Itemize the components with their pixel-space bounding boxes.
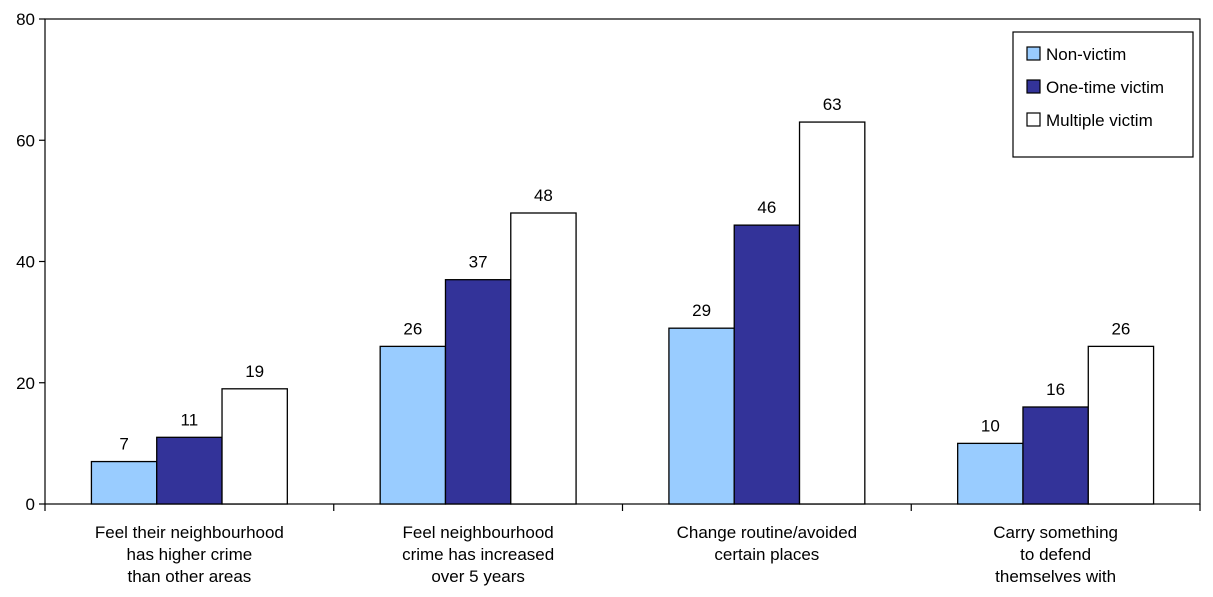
x-category-label-line: Change routine/avoided <box>677 523 858 542</box>
bar <box>444 279 512 505</box>
data-label: 26 <box>1111 319 1130 338</box>
data-label: 63 <box>823 95 842 114</box>
x-category-label-line: Carry something <box>993 523 1118 542</box>
y-tick-label: 0 <box>26 495 35 514</box>
data-label: 46 <box>757 198 776 217</box>
x-category-label: Feel their neighbourhood has higher crime… <box>95 523 284 586</box>
legend-swatch <box>1026 79 1041 94</box>
legend: Non-victim One-time victim Multiple victim <box>1012 31 1194 158</box>
bars <box>90 121 1155 505</box>
x-category-label-line: Feel neighbourhood <box>403 523 554 542</box>
x-category-label: Feel neighbourhood crime has increased ove… <box>402 523 554 586</box>
x-category-label: Carry something to defend themselves with <box>993 523 1118 586</box>
legend-box <box>1012 31 1194 158</box>
x-category-label: Change routine/avoided certain places <box>677 523 858 564</box>
legend-label: Multiple victim <box>1046 111 1153 130</box>
x-category-label-line: certain places <box>714 545 819 564</box>
x-category-label-line: to defend <box>1020 545 1091 564</box>
data-label: 37 <box>469 253 488 272</box>
bar <box>379 345 447 505</box>
data-labels: 7 11 19 26 37 48 29 46 63 10 16 26 <box>119 95 1130 454</box>
data-label: 16 <box>1046 380 1065 399</box>
legend-label: One-time victim <box>1046 78 1164 97</box>
x-category-label-line: crime has increased <box>402 545 554 564</box>
bar <box>221 388 288 505</box>
y-axis: 0 20 40 60 80 <box>16 10 45 514</box>
x-category-label-line: over 5 years <box>431 567 525 586</box>
legend-label: Non-victim <box>1046 45 1126 64</box>
x-category-label-line: has higher crime <box>127 545 253 564</box>
legend-swatch <box>1026 112 1041 127</box>
data-label: 10 <box>981 416 1000 435</box>
data-label: 7 <box>119 435 128 454</box>
bar <box>798 121 866 505</box>
data-label: 19 <box>245 362 264 381</box>
bar <box>957 442 1024 505</box>
bar <box>1087 345 1155 505</box>
legend-swatch <box>1026 46 1041 61</box>
bar <box>733 224 801 505</box>
x-category-label-line: Feel their neighbourhood <box>95 523 284 542</box>
data-label: 11 <box>181 410 199 429</box>
data-label: 48 <box>534 186 553 205</box>
y-tick-label: 60 <box>16 131 35 150</box>
x-axis: Feel their neighbourhood has higher crime… <box>44 504 1201 586</box>
y-tick-label: 20 <box>16 374 35 393</box>
bar <box>156 436 223 505</box>
bar <box>90 460 158 505</box>
x-category-label-line: than other areas <box>127 567 251 586</box>
data-label: 29 <box>692 301 711 320</box>
y-tick-label: 80 <box>16 10 35 29</box>
y-tick-label: 40 <box>16 253 35 272</box>
bar <box>510 212 577 505</box>
bar <box>1022 406 1089 505</box>
data-label: 26 <box>403 319 422 338</box>
bar <box>668 327 735 505</box>
x-category-label-line: themselves with <box>995 567 1116 586</box>
